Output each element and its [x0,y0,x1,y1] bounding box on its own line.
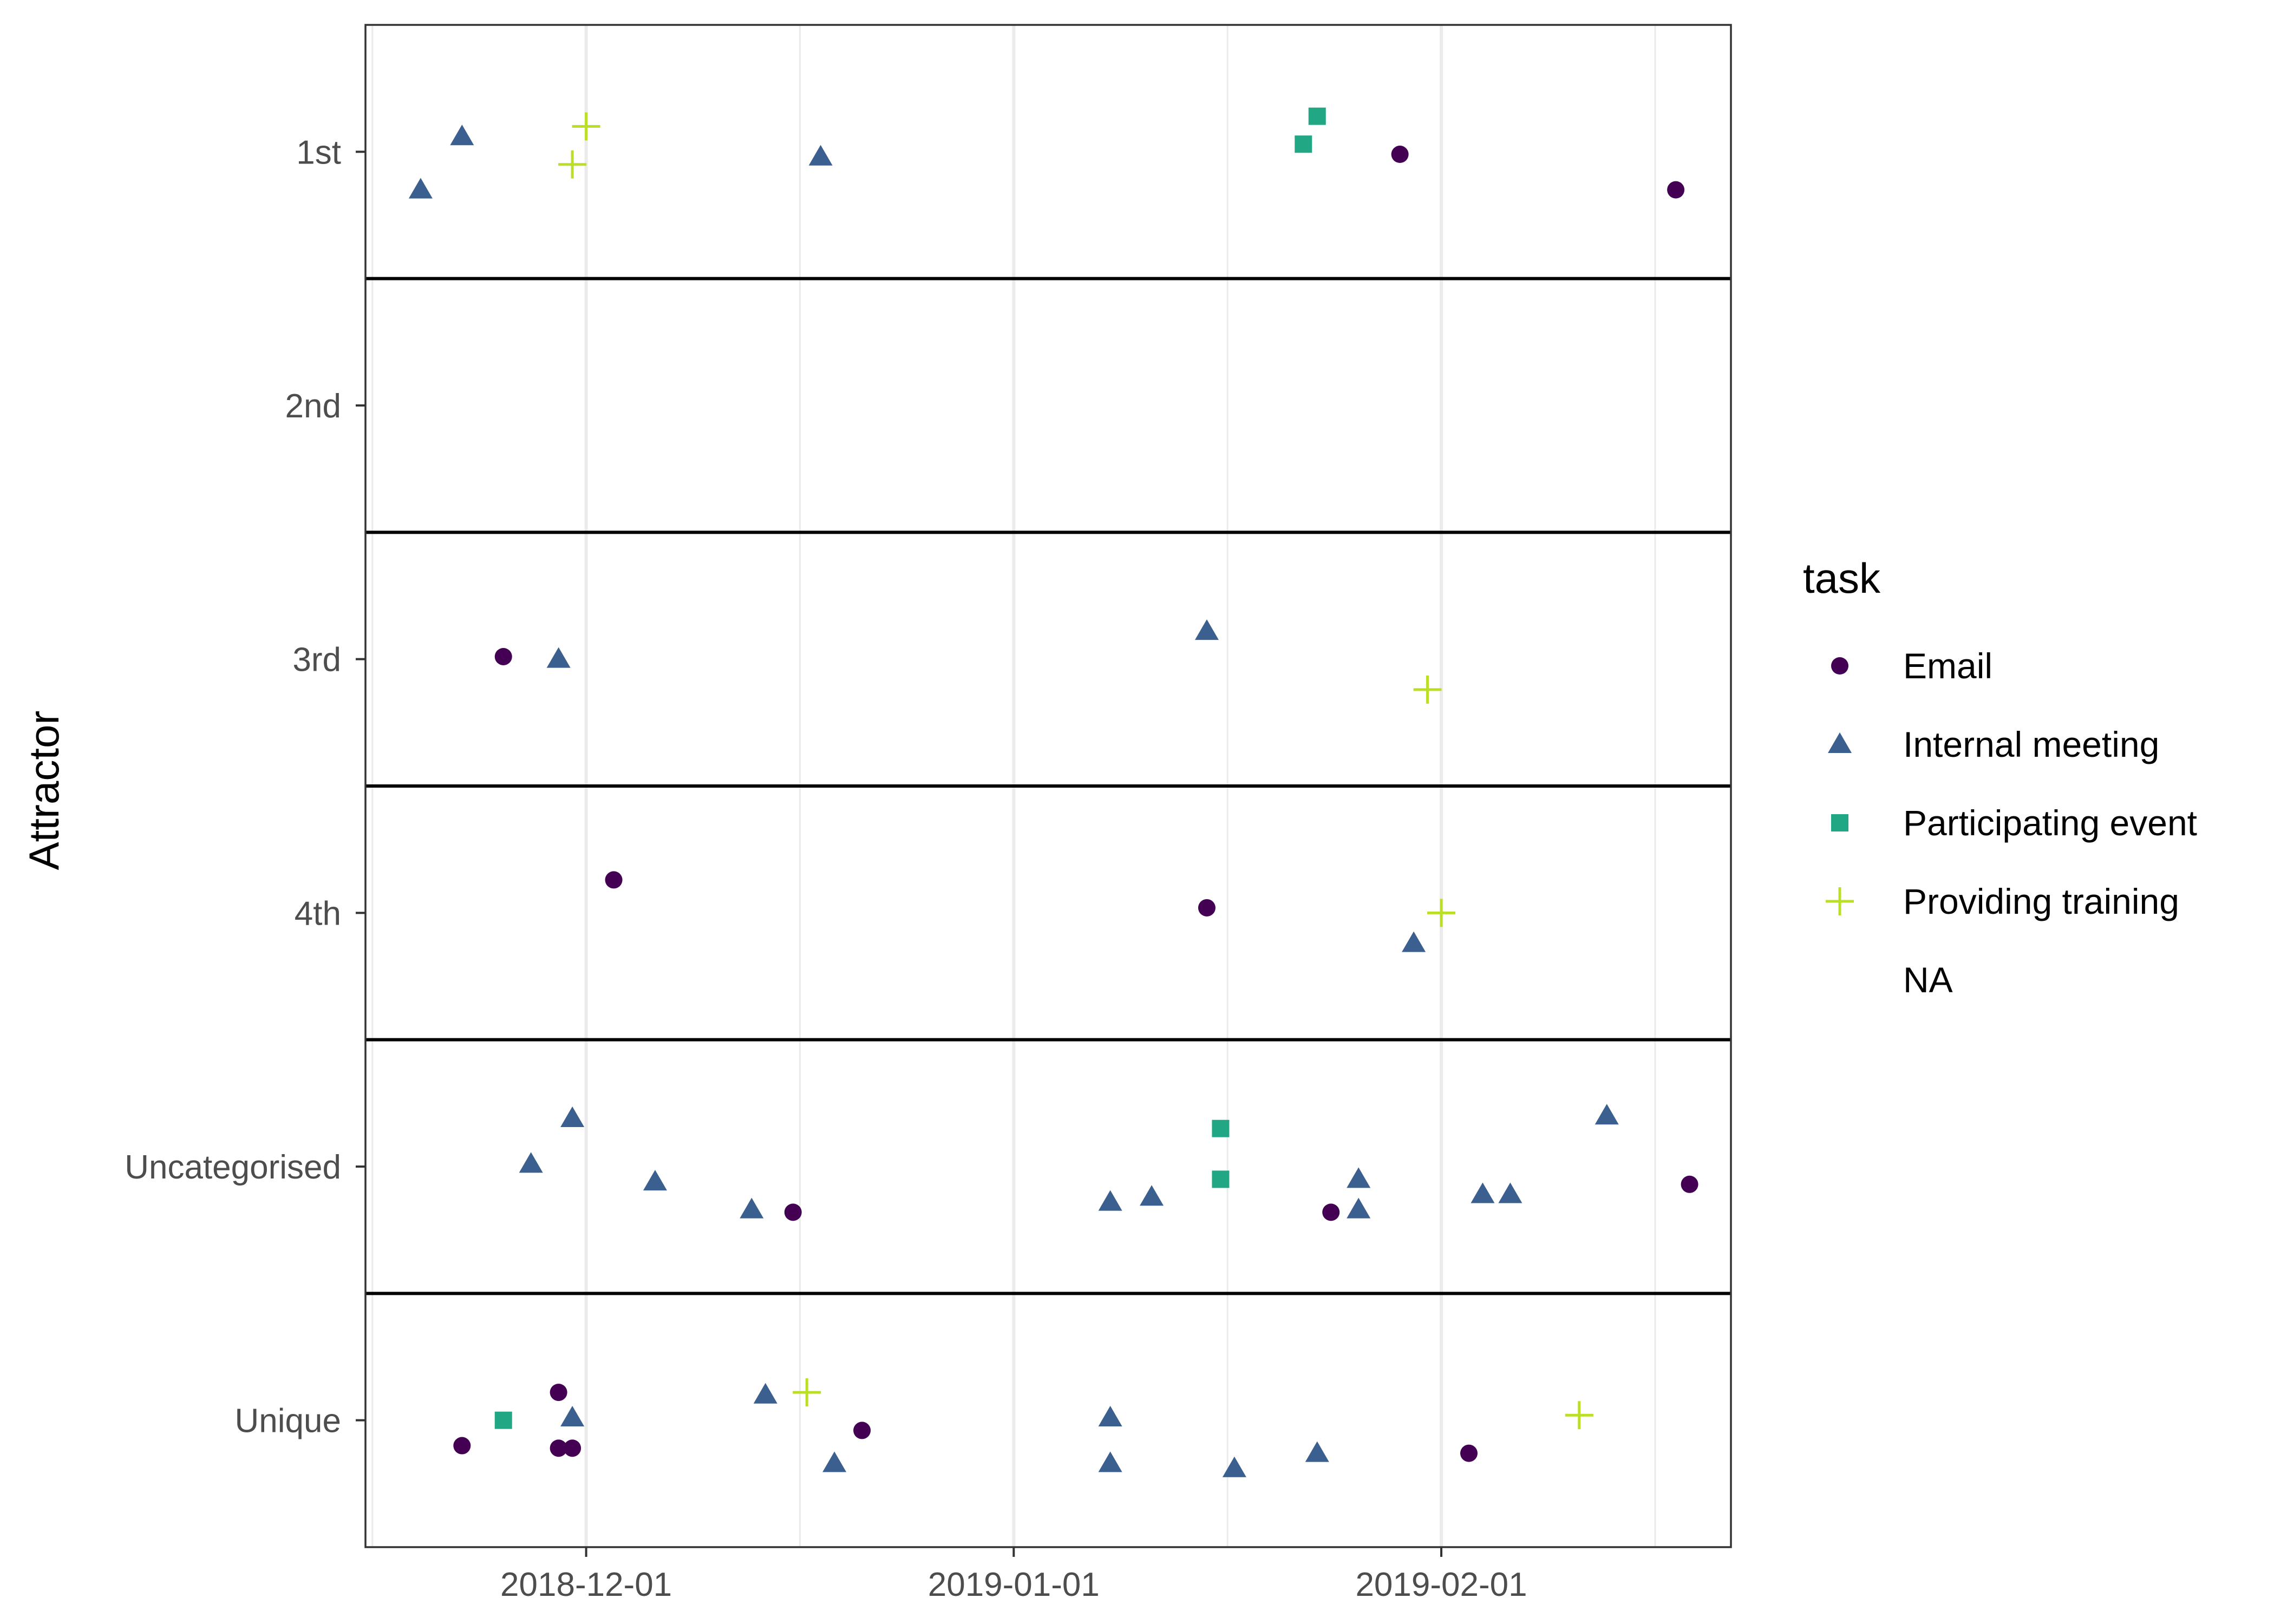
legend-label-participating-event: Participating event [1903,803,2197,843]
data-point-email [1667,181,1685,199]
data-point-internal-meeting [1222,1456,1246,1477]
data-point-participating-event [494,1411,512,1429]
data-point-internal-meeting [1471,1182,1495,1203]
data-point-internal-meeting [753,1383,777,1404]
data-point-internal-meeting [546,647,571,668]
data-point-internal-meeting [1098,1451,1122,1472]
legend-key-participating-event [1831,814,1848,831]
data-point-email [564,1439,581,1457]
data-point-email [1391,146,1409,163]
data-point-providing-training [572,112,600,141]
data-point-participating-event [1212,1170,1230,1188]
data-point-internal-meeting [1498,1182,1522,1203]
data-point-internal-meeting [1402,931,1426,952]
data-point-providing-training [558,150,587,179]
y-tick-label-3rd: 3rd [292,641,341,679]
data-point-providing-training [1413,675,1442,704]
data-point-internal-meeting [1347,1167,1371,1188]
data-point-email [853,1422,871,1439]
data-point-internal-meeting [740,1197,764,1219]
data-point-providing-training [1565,1401,1593,1430]
y-tick-label-1st: 1st [296,134,341,171]
data-point-internal-meeting [643,1170,667,1191]
data-point-participating-event [1295,135,1312,153]
y-tick-label-uncategorised: Uncategorised [125,1149,341,1186]
data-point-email [453,1437,471,1455]
legend: task Email Internal meeting Participating … [1803,554,2197,1000]
data-point-providing-training [793,1378,821,1407]
legend-items: Email Internal meeting Participating event… [1826,646,2197,1000]
y-tick-label-4th: 4th [295,895,341,932]
data-point-internal-meeting [1194,619,1219,640]
data-point-internal-meeting [1098,1405,1122,1426]
data-point-email [1322,1203,1340,1221]
legend-key-providing-training [1826,887,1854,915]
data-point-providing-training [1427,899,1456,927]
data-point-email [1681,1175,1698,1193]
data-point-email [1460,1444,1478,1462]
data-point-email [784,1203,802,1221]
data-point-email [550,1439,567,1457]
x-tick-label-2018-12-01: 2018-12-01 [500,1566,672,1603]
x-axis: 2018-12-01 2019-01-01 2019-02-01 [500,1547,1527,1603]
data-point-internal-meeting [1140,1185,1164,1206]
x-tick-label-2019-01-01: 2019-01-01 [928,1566,1100,1603]
legend-label-na: NA [1903,960,1953,1000]
data-point-internal-meeting [808,145,833,166]
data-point-internal-meeting [560,1405,585,1426]
data-point-participating-event [1212,1119,1230,1137]
data-point-email [550,1384,567,1402]
legend-key-internal-meeting [1828,732,1852,753]
data-point-internal-meeting [1305,1441,1329,1462]
y-tick-label-2nd: 2nd [285,388,341,425]
facet-separators [365,277,1731,1295]
y-axis: 1st 2nd 3rd 4th Uncategorised Unique [125,134,365,1440]
data-point-participating-event [1308,107,1326,125]
data-point-email [1198,899,1216,916]
legend-title: task [1803,554,1881,602]
data-point-internal-meeting [1347,1197,1371,1219]
data-point-internal-meeting [822,1451,847,1472]
y-axis-title: Attractor [20,711,68,870]
data-point-internal-meeting [560,1106,585,1127]
legend-label-providing-training: Providing training [1903,881,2179,921]
x-tick-label-2019-02-01: 2019-02-01 [1355,1566,1527,1603]
data-point-internal-meeting [519,1152,543,1173]
data-point-email [494,647,512,665]
y-tick-label-unique: Unique [235,1403,341,1440]
data-point-email [605,871,623,889]
legend-label-internal-meeting: Internal meeting [1903,724,2159,764]
data-point-internal-meeting [1595,1104,1619,1125]
data-point-internal-meeting [1098,1190,1122,1211]
panel-border [364,24,1732,1548]
data-point-internal-meeting [408,178,433,199]
legend-key-email [1831,657,1848,675]
data-point-internal-meeting [450,125,474,146]
legend-label-email: Email [1903,646,1992,686]
data-points [408,107,1698,1477]
